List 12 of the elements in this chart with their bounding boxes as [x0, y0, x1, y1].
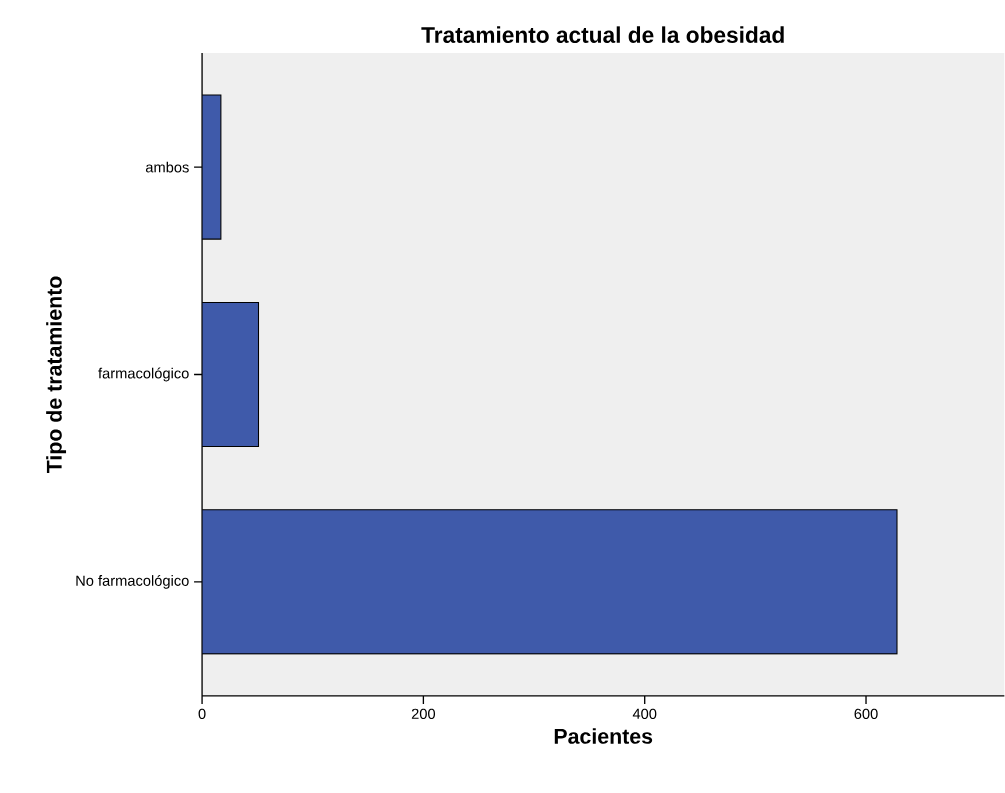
x-tick-label: 200 [411, 708, 436, 719]
bar [202, 509, 898, 655]
x-tick-label: 600 [854, 708, 878, 719]
y-axis-title: Tipo de tratamiento [46, 276, 67, 473]
y-tick-label: No farmacológico [76, 574, 189, 589]
y-tick-label: farmacológico [98, 367, 189, 382]
chart-title: Tratamiento actual de la obesidad [421, 26, 784, 43]
bar [202, 301, 260, 447]
x-tick-label: 400 [632, 708, 657, 719]
x-axis-title: Pacientes [554, 728, 653, 744]
x-tick-label: 0 [198, 708, 206, 719]
y-tick-label: ambos [145, 161, 189, 173]
